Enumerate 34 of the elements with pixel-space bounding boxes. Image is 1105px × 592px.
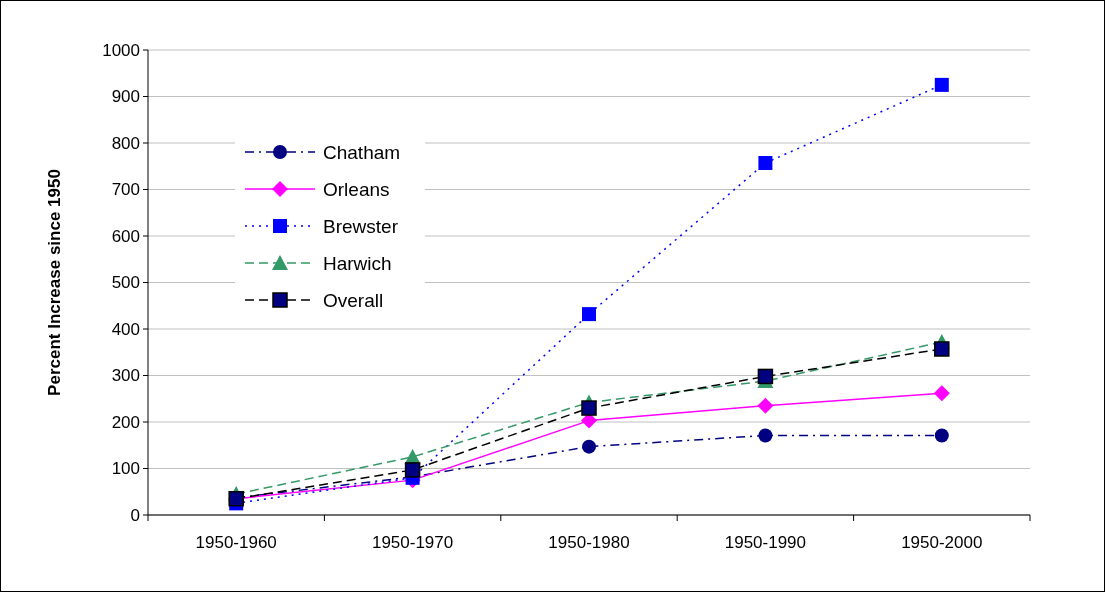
x-tick-label: 1950-1960	[195, 533, 277, 552]
point	[933, 385, 950, 402]
point	[757, 368, 774, 385]
y-tick-label: 300	[111, 366, 140, 386]
x-tick-label: 1950-1990	[724, 533, 807, 552]
y-tick-label: 700	[111, 180, 140, 200]
y-tick-label: 400	[111, 319, 140, 339]
point	[934, 341, 950, 357]
point	[758, 428, 773, 443]
point	[404, 462, 421, 478]
y-tick-label: 1000	[102, 40, 140, 60]
legend-label: Brewster	[323, 215, 399, 237]
y-tick-label: 100	[111, 459, 140, 479]
point	[582, 439, 596, 454]
legend-label: Overall	[323, 289, 384, 311]
y-tick-label: 200	[111, 412, 140, 432]
x-tick-label: 1950-2000	[901, 533, 983, 552]
point	[582, 307, 596, 322]
y-axis-title: Percent Increase since 1950	[45, 169, 64, 396]
x-tick-label: 1950-1970	[371, 533, 454, 552]
point	[581, 400, 597, 416]
y-tick-label: 800	[111, 133, 140, 153]
y-tick-label: 0	[130, 505, 140, 525]
point	[934, 77, 949, 92]
legend-label: Chatham	[323, 141, 401, 163]
legend-label: Harwich	[323, 252, 392, 274]
x-tick-label: 1950-1980	[548, 533, 630, 552]
y-tick-label: 600	[111, 226, 140, 246]
point	[934, 428, 949, 443]
y-tick-label: 500	[111, 273, 140, 293]
y-tick-label: 900	[111, 87, 140, 107]
point	[758, 156, 773, 170]
legend-label: Orleans	[323, 178, 390, 200]
point	[757, 397, 774, 414]
